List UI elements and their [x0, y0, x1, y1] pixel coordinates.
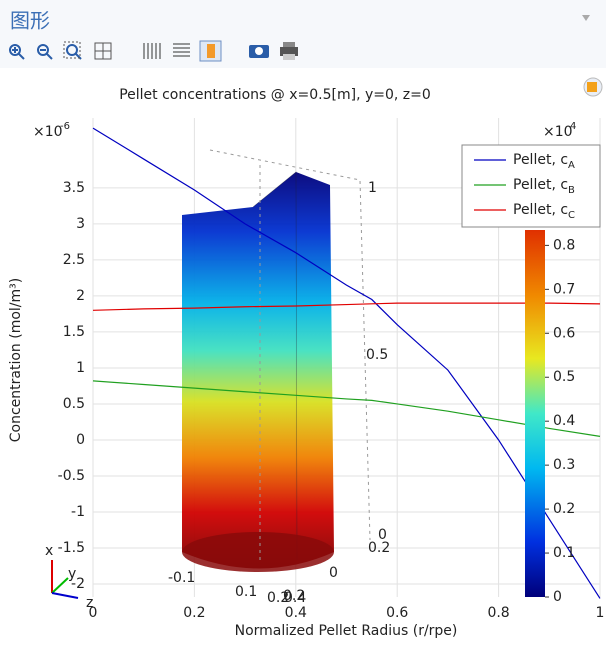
- colorbar: [525, 230, 545, 597]
- colorbar-tick-label: 0.3: [553, 457, 575, 473]
- zoom-extents[interactable]: [94, 42, 112, 60]
- y-tick-label: 0: [76, 432, 85, 448]
- scene-label: 0.4: [284, 590, 306, 606]
- menu-arrow[interactable]: [582, 15, 590, 21]
- y-axis-label: Concentration (mol/m³): [8, 278, 24, 442]
- colorbar-tick-label: 0.7: [553, 281, 575, 297]
- legend-label: Pellet, cC: [513, 202, 575, 221]
- y-tick-label: -2: [71, 576, 85, 592]
- legend-label: Pellet, cB: [513, 177, 575, 196]
- colorbar-tick-label: 0.5: [553, 369, 575, 385]
- multiplier-base: ×10: [33, 124, 63, 140]
- x-tick-label: 0.6: [386, 605, 408, 621]
- print[interactable]: [280, 42, 298, 60]
- grid-horizontal[interactable]: [173, 43, 190, 57]
- x-tick-label: 0.2: [183, 605, 205, 621]
- x-tick-label: 0.4: [285, 605, 307, 621]
- grid-vertical[interactable]: [143, 43, 161, 59]
- scene-label: 0: [329, 565, 338, 581]
- colortable[interactable]: [199, 40, 222, 62]
- scene-label: 0.1: [235, 584, 257, 600]
- x-tick-label: 1: [596, 605, 605, 621]
- scene-label: 0: [378, 527, 387, 543]
- colorbar-tick-label: 0.4: [553, 413, 575, 429]
- legend-box: [461, 144, 601, 228]
- colorbar-tick-label: 0.1: [553, 545, 575, 561]
- colorbar-tick-label: 0.6: [553, 325, 575, 341]
- multiplier-exponent: -6: [60, 121, 70, 132]
- scene-label: 1: [368, 180, 377, 196]
- y-tick-label: -1: [71, 504, 85, 520]
- toolbar: [9, 40, 298, 62]
- plot-title: Pellet concentrations @ x=0.5[m], y=0, z…: [119, 87, 431, 103]
- render-icon: [587, 82, 597, 92]
- colorbar-tick-label: 0.8: [553, 237, 575, 253]
- multiplier-exponent: 4: [570, 121, 576, 132]
- multiplier-base: ×10: [543, 124, 573, 140]
- line-series: [92, 302, 601, 311]
- pellet-3d: [182, 149, 371, 572]
- toolbar-bg: [0, 0, 606, 68]
- line-series: [92, 380, 601, 437]
- x-tick-label: 0.8: [487, 605, 509, 621]
- scene-label: 0.2: [283, 588, 305, 604]
- x-axis-label: Normalized Pellet Radius (r/rpe): [235, 623, 458, 639]
- triad-label: x: [45, 543, 53, 559]
- triad-label: y: [68, 566, 76, 582]
- y-tick-label: -1.5: [58, 540, 85, 556]
- y-tick-label: -0.5: [58, 468, 85, 484]
- y-tick-label: 0.5: [63, 396, 85, 412]
- zoom-out[interactable]: [37, 44, 53, 60]
- y-tick-label: 1: [76, 360, 85, 376]
- y-tick-label: 2: [76, 288, 85, 304]
- y-tick-label: 1.5: [63, 324, 85, 340]
- colorbar-tick-label: 0.2: [553, 501, 575, 517]
- triad-label: z: [86, 595, 93, 611]
- y-tick-label: 2.5: [63, 252, 85, 268]
- window-title: 图形: [10, 9, 50, 33]
- axis-triad: [51, 560, 79, 599]
- y-tick-label: 3.5: [63, 180, 85, 196]
- y-tick-label: 3: [76, 216, 85, 232]
- line-series: [92, 127, 601, 599]
- colorbar-tick-label: 0: [553, 589, 562, 605]
- zoom-in[interactable]: [9, 44, 25, 60]
- zoom-box[interactable]: [63, 41, 82, 60]
- scene-label: 0.2: [267, 590, 289, 606]
- scene-label: 0.2: [368, 540, 390, 556]
- snapshot[interactable]: [249, 45, 269, 58]
- x-tick-label: 0: [89, 605, 98, 621]
- scene-label: 0.5: [366, 347, 388, 363]
- scene-label: -0.1: [168, 570, 195, 586]
- legend-label: Pellet, cA: [513, 152, 575, 171]
